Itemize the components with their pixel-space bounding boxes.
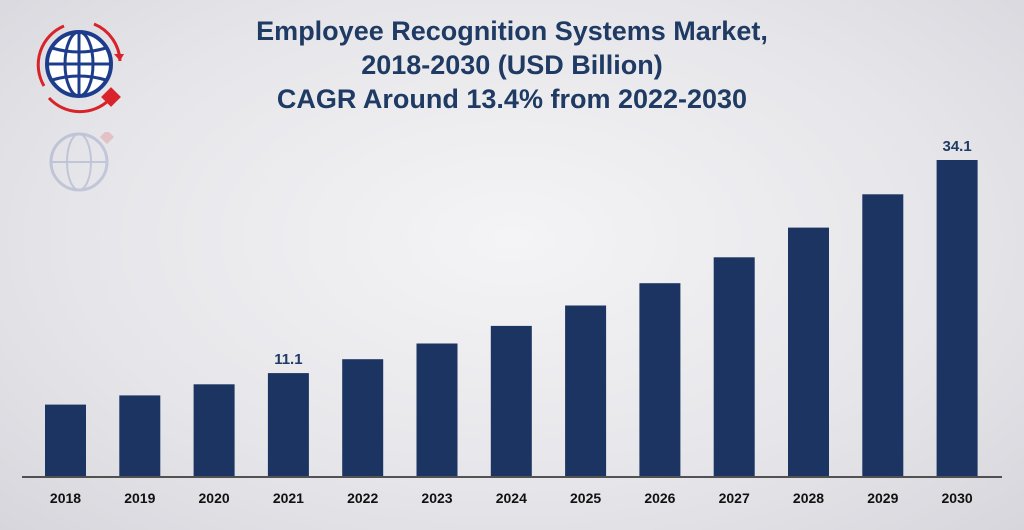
bar-2030 bbox=[936, 160, 978, 476]
data-label-2030: 34.1 bbox=[942, 138, 971, 155]
x-tick-label-2021: 2021 bbox=[273, 490, 304, 506]
bar-2019 bbox=[119, 395, 161, 476]
bar-2026 bbox=[639, 283, 681, 476]
x-tick-label-2029: 2029 bbox=[867, 490, 898, 506]
bar-2021 bbox=[267, 373, 309, 476]
bar-2020 bbox=[193, 384, 235, 476]
company-logo-globe-icon bbox=[36, 22, 124, 114]
x-tick-label-2022: 2022 bbox=[347, 490, 378, 506]
bar-2027 bbox=[713, 257, 755, 476]
logo-reflection-icon bbox=[49, 132, 115, 192]
chart-title: Employee Recognition Systems Market, 201… bbox=[120, 14, 904, 116]
chart-title-line-1: Employee Recognition Systems Market, bbox=[256, 16, 768, 46]
x-tick-label-2030: 2030 bbox=[942, 490, 973, 506]
bar-2025 bbox=[565, 305, 607, 476]
x-tick-label-2025: 2025 bbox=[570, 490, 601, 506]
chart-subtitle-cagr: CAGR Around 13.4% from 2022-2030 bbox=[276, 84, 748, 114]
x-tick-label-2018: 2018 bbox=[50, 490, 81, 506]
x-tick-label-2026: 2026 bbox=[644, 490, 675, 506]
bar-2028 bbox=[788, 227, 829, 476]
bar-2029 bbox=[862, 194, 904, 477]
x-tick-label-2023: 2023 bbox=[421, 490, 452, 506]
bar-2022 bbox=[342, 359, 384, 476]
data-label-2021: 11.1 bbox=[274, 351, 302, 368]
x-tick-label-2027: 2027 bbox=[719, 490, 750, 506]
bar-2018 bbox=[45, 404, 86, 476]
x-tick-label-2019: 2019 bbox=[124, 490, 155, 506]
chart-title-line-2: 2018-2030 (USD Billion) bbox=[361, 50, 663, 80]
x-tick-label-2020: 2020 bbox=[199, 490, 230, 506]
x-tick-label-2024: 2024 bbox=[496, 490, 527, 506]
bar-2024 bbox=[490, 325, 532, 476]
bar-2023 bbox=[416, 343, 458, 476]
x-tick-label-2028: 2028 bbox=[793, 490, 824, 506]
